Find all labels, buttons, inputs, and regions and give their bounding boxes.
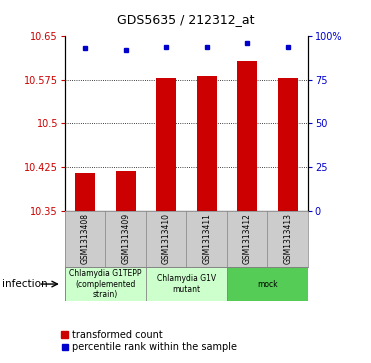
- Text: GSM1313410: GSM1313410: [162, 213, 171, 264]
- Text: infection: infection: [2, 279, 47, 289]
- Text: Chlamydia G1TEPP
(complemented
strain): Chlamydia G1TEPP (complemented strain): [69, 269, 142, 299]
- Text: GSM1313411: GSM1313411: [202, 213, 211, 264]
- Text: mock: mock: [257, 280, 278, 289]
- Bar: [278, 78, 298, 211]
- Bar: [197, 76, 217, 211]
- Bar: [227, 267, 308, 301]
- Bar: [156, 78, 176, 211]
- Text: Chlamydia G1V
mutant: Chlamydia G1V mutant: [157, 274, 216, 294]
- Text: GSM1313409: GSM1313409: [121, 213, 130, 264]
- Bar: [115, 171, 136, 211]
- Text: GSM1313413: GSM1313413: [283, 213, 292, 264]
- Bar: [146, 267, 227, 301]
- Text: GSM1313408: GSM1313408: [81, 213, 90, 264]
- Bar: [65, 267, 146, 301]
- Legend: transformed count, percentile rank within the sample: transformed count, percentile rank withi…: [57, 326, 241, 356]
- Bar: [237, 61, 257, 211]
- Text: GSM1313412: GSM1313412: [243, 213, 252, 264]
- Bar: [75, 173, 95, 211]
- Text: GDS5635 / 212312_at: GDS5635 / 212312_at: [117, 13, 254, 26]
